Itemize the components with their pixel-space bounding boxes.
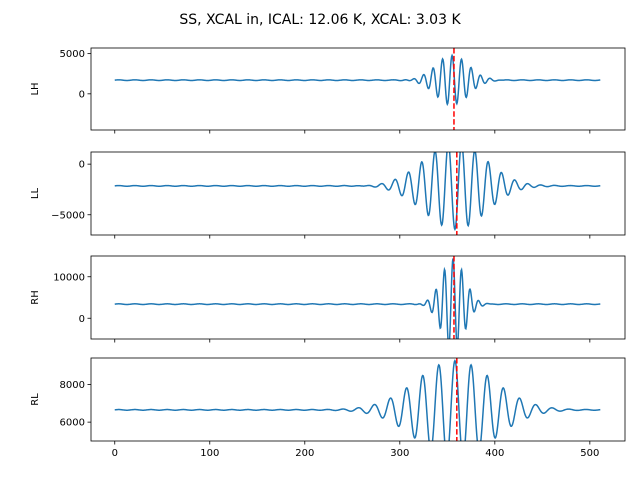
- subplots: 0 5000 LH −5000 0 LL 0 10000 RH 6000 8000 0 100 200 30…: [30, 47, 626, 459]
- subplot-LH: 0 5000 LH: [30, 47, 626, 134]
- xtick-label: 300: [390, 448, 409, 459]
- ytick-label: 6000: [60, 418, 85, 429]
- series-line-LL: [114, 152, 601, 232]
- series-line-RL: [114, 359, 601, 441]
- axes-frame-LL: [90, 151, 626, 236]
- subplot-RH: 0 10000 RH: [30, 255, 626, 343]
- ytick-label: 10000: [53, 272, 85, 283]
- figure-title: SS, XCAL in, ICAL: 12.06 K, XCAL: 3.03 K: [179, 12, 461, 28]
- subplot-RL: 6000 8000 0 100 200 300 400 500 RL: [30, 357, 626, 459]
- xtick-label: 100: [200, 448, 219, 459]
- ytick-label: 8000: [60, 380, 85, 391]
- ytick-label: 0: [79, 160, 85, 171]
- ylabel-LL: LL: [30, 188, 41, 200]
- axes-frame-RL: [90, 357, 626, 442]
- ylabel-RH: RH: [30, 290, 41, 304]
- ytick-label: −5000: [51, 210, 85, 221]
- axes-frame-RH: [90, 255, 626, 340]
- xtick-label: 500: [580, 448, 599, 459]
- xtick-label: 400: [485, 448, 504, 459]
- ytick-label: 0: [79, 314, 85, 325]
- xtick-label: 0: [112, 448, 118, 459]
- ytick-label: 5000: [60, 49, 85, 60]
- ylabel-LH: LH: [30, 82, 41, 95]
- axes-frame-LH: [90, 47, 626, 131]
- xtick-label: 200: [295, 448, 314, 459]
- series-line-RH: [114, 258, 601, 339]
- subplot-LL: −5000 0 LL: [30, 151, 626, 239]
- ytick-label: 0: [79, 89, 85, 100]
- ylabel-RL: RL: [30, 393, 41, 406]
- series-line-LH: [114, 53, 601, 107]
